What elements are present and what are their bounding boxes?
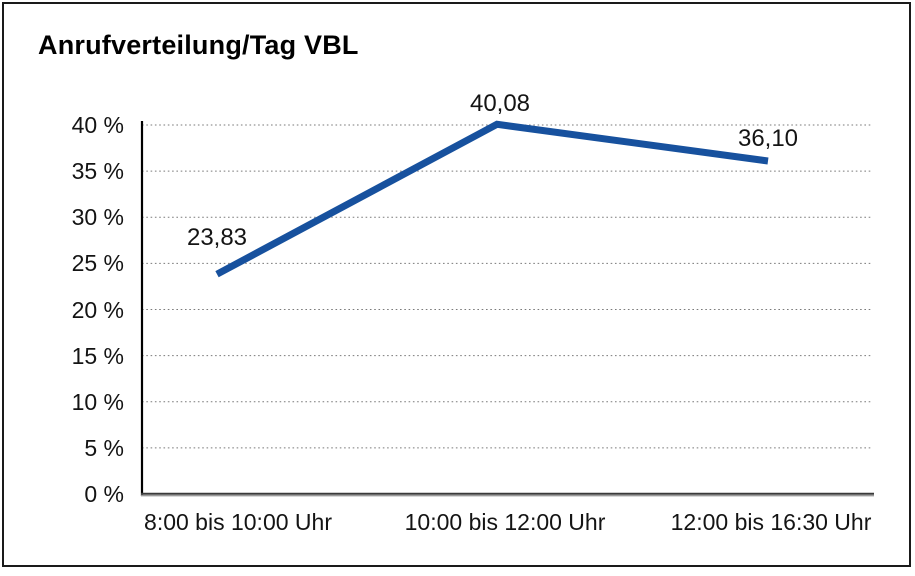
y-tick-label: 20 % [71, 296, 124, 323]
data-point-label: 40,08 [469, 90, 531, 118]
y-tick-label: 0 % [84, 481, 124, 507]
chart-title: Anrufverteilung/Tag VBL [38, 30, 359, 60]
chart-border-frame [2, 2, 911, 567]
x-axis-label: 12:00 bis 16:30 Uhr [670, 509, 872, 535]
x-axis-label: 8:00 bis 10:00 Uhr [144, 509, 332, 535]
y-tick-label: 40 % [71, 112, 124, 138]
y-tick-label: 10 % [71, 388, 124, 415]
data-point-label: 23,83 [186, 224, 248, 252]
y-tick-label: 15 % [71, 342, 124, 369]
x-axis-label: 10:00 bis 12:00 Uhr [404, 509, 606, 535]
y-tick-label: 25 % [71, 250, 124, 277]
y-tick-label: 30 % [71, 204, 124, 231]
y-tick-label: 5 % [84, 434, 124, 461]
data-point-label: 36,10 [737, 124, 799, 152]
data-series-line [215, 120, 769, 278]
y-tick-label: 35 % [71, 158, 124, 185]
